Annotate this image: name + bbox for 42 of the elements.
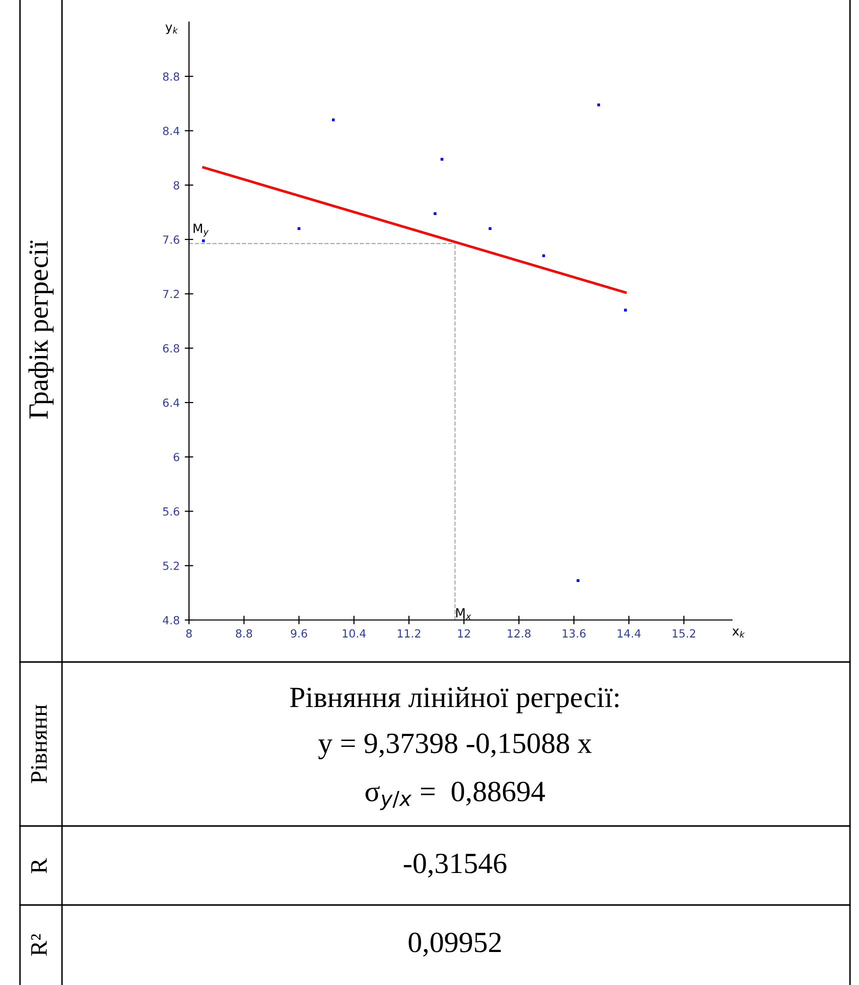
y-tick-label: 4.8 <box>162 616 180 624</box>
y-tick-label: 8 <box>174 181 180 190</box>
ref-line-label: M$_{y}$ <box>194 224 209 237</box>
x-tick-label: 10.4 <box>342 629 366 638</box>
point <box>298 227 300 230</box>
x-tick-label: 13.6 <box>562 629 586 638</box>
point <box>624 308 627 312</box>
y-tick-label: 5.2 <box>163 562 179 570</box>
text: R <box>31 858 47 874</box>
y-tick-label: 6.8 <box>163 344 180 353</box>
x-axis-title: x$_{k}$ <box>732 628 745 638</box>
x-tick-label: 12 <box>458 629 470 638</box>
text: Рівнянн <box>31 704 47 784</box>
x-tick-label: 9.6 <box>290 629 308 638</box>
point <box>488 227 492 230</box>
text: σ$_{y/x}$ = 0,88694 <box>366 782 545 810</box>
ref-line-label: M$_{x}$ <box>456 608 472 620</box>
point <box>597 104 600 106</box>
y-tick-label: 8.8 <box>163 72 180 81</box>
y-tick-label: 7.6 <box>163 235 180 244</box>
y-tick-label: 6 <box>174 452 180 462</box>
point <box>434 212 436 216</box>
y-tick-label: 5.6 <box>163 507 180 516</box>
point <box>202 239 205 242</box>
y-tick-label: 7.2 <box>163 290 179 298</box>
x-tick-label: 11.2 <box>398 629 420 638</box>
text: 0,09952 <box>408 932 501 956</box>
text: Рівняння лінійної регресії: <box>290 687 618 714</box>
point <box>440 158 444 161</box>
y-tick-label: 6.4 <box>163 398 180 407</box>
text: R² <box>31 934 47 956</box>
y-tick-label: 8.4 <box>163 126 180 136</box>
x-tick-label: 8 <box>186 629 192 638</box>
x-tick-label: 14.4 <box>618 629 641 638</box>
y-axis-title: y$_{k}$ <box>166 24 178 34</box>
text: -0,31546 <box>404 854 506 878</box>
x-tick-label: 15.2 <box>672 629 696 638</box>
text: y = 9,37398 -0,15088 x <box>318 734 592 760</box>
point <box>576 579 580 582</box>
text: Графік регресії <box>28 240 54 419</box>
x-tick-label: 8.8 <box>236 629 252 638</box>
x-tick-label: 12.8 <box>508 629 531 638</box>
